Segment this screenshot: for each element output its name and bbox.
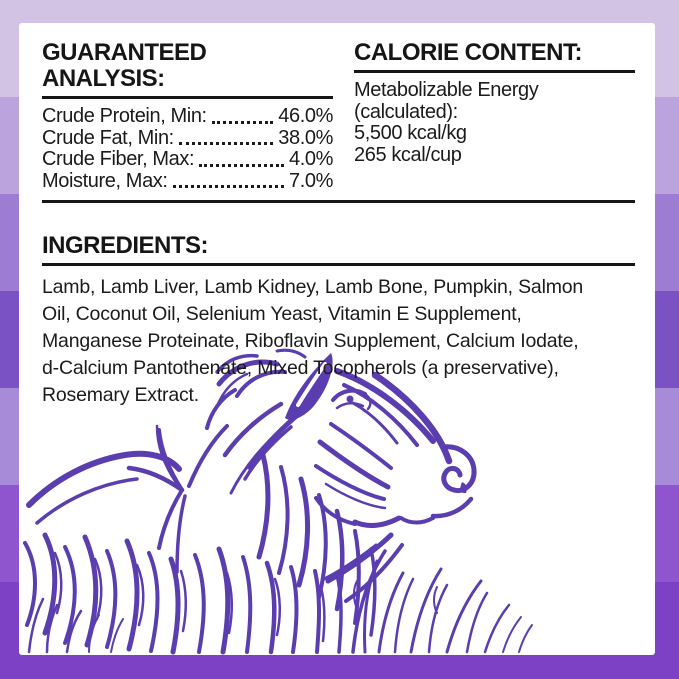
analysis-row-value: 46.0%	[278, 105, 333, 127]
guaranteed-analysis-rows: Crude Protein, Min: 46.0% Crude Fat, Min…	[42, 105, 333, 193]
analysis-row-value: 4.0%	[289, 148, 333, 170]
analysis-row: Moisture, Max: 7.0%	[42, 169, 333, 193]
label-card: GUARANTEED ANALYSIS: Crude Protein, Min:…	[19, 23, 655, 655]
calorie-line: (calculated):	[354, 100, 458, 123]
ingredients-title: INGREDIENTS:	[42, 233, 635, 266]
guaranteed-analysis-section: GUARANTEED ANALYSIS: Crude Protein, Min:…	[42, 40, 333, 192]
analysis-row-label: Moisture, Max:	[42, 169, 168, 192]
guaranteed-analysis-title: GUARANTEED ANALYSIS:	[42, 40, 333, 99]
ingredients-line: d-Calcium Pantothenate, Mixed Tocopherol…	[42, 357, 559, 379]
calorie-line: 5,500 kcal/kg	[354, 122, 467, 144]
analysis-row: Crude Protein, Min: 46.0%	[42, 105, 333, 128]
ingredients-line: Oil, Coconut Oil, Selenium Yeast, Vitami…	[42, 303, 522, 325]
calorie-content-section: CALORIE CONTENT: Metabolizable Energy (c…	[354, 40, 635, 192]
lamb-shoulder-swirl	[126, 424, 229, 574]
ingredients-line: Lamb, Lamb Liver, Lamb Kidney, Lamb Bone…	[42, 276, 584, 298]
label-content: GUARANTEED ANALYSIS: Crude Protein, Min:…	[42, 40, 635, 409]
calorie-line: Metabolizable Energy	[354, 79, 539, 101]
analysis-calorie-columns: GUARANTEED ANALYSIS: Crude Protein, Min:…	[42, 40, 635, 192]
analysis-row-value: 38.0%	[278, 126, 333, 149]
calorie-content-title: CALORIE CONTENT:	[354, 40, 635, 73]
analysis-row-value: 7.0%	[289, 169, 333, 192]
dot-leader	[178, 142, 274, 145]
lamb-ear	[285, 353, 333, 420]
dot-leader	[211, 120, 274, 124]
grass-right	[351, 549, 533, 654]
analysis-row: Crude Fiber, Max: 4.0%	[42, 148, 333, 171]
analysis-row: Crude Fat, Min: 38.0%	[42, 126, 333, 150]
analysis-row-label: Crude Fiber, Max:	[42, 148, 195, 170]
analysis-row-label: Crude Protein, Min:	[42, 105, 207, 127]
lamb-nose	[440, 444, 477, 494]
calorie-content-lines: Metabolizable Energy (calculated): 5,500…	[354, 79, 635, 166]
lamb-forelock	[205, 348, 307, 430]
ingredients-line: Rosemary Extract.	[42, 384, 199, 406]
grass-left	[27, 597, 124, 654]
section-divider	[42, 200, 635, 203]
lamb-eye	[331, 388, 372, 411]
analysis-row-label: Crude Fat, Min:	[42, 126, 174, 149]
ingredients-line: Manganese Proteinate, Riboflavin Supplem…	[42, 330, 579, 352]
calorie-line: 265 kcal/cup	[354, 143, 462, 166]
ingredients-text: Lamb, Lamb Liver, Lamb Kidney, Lamb Bone…	[42, 274, 635, 409]
lamb-muzzle-jaw	[314, 496, 474, 528]
lamb-fleece-back	[23, 450, 343, 655]
lamb-illustration	[23, 348, 533, 655]
lamb-face	[314, 368, 453, 510]
dot-leader	[172, 185, 284, 188]
dot-leader	[199, 163, 284, 167]
